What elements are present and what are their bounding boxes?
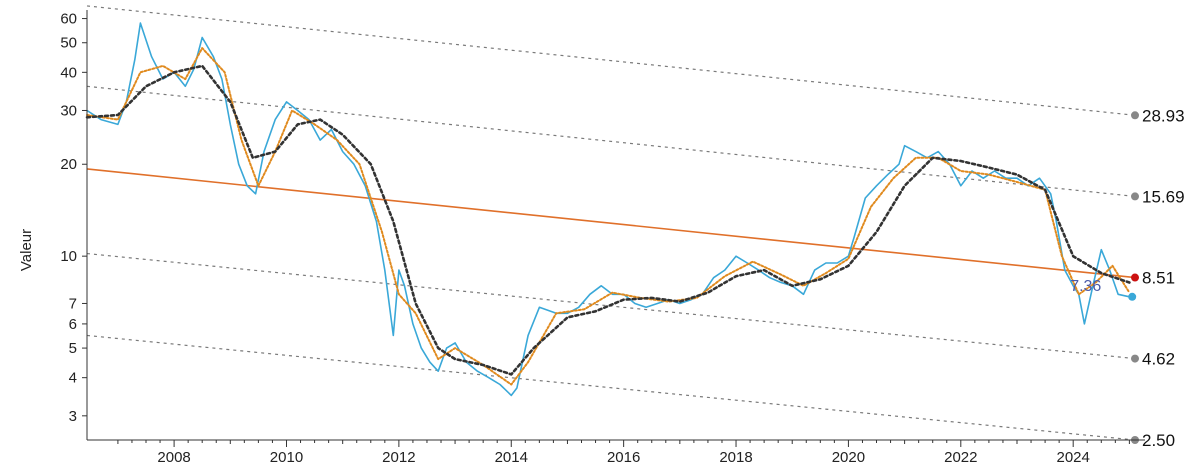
x-tick-label-0: 2008 (157, 449, 190, 466)
channel-marker-3 (1131, 354, 1139, 363)
channel-line-2 (86, 168, 1136, 279)
channel-label-0: 28.93 (1142, 106, 1185, 125)
x-tick-label-6: 2020 (832, 449, 865, 466)
series-line-1 (86, 47, 1131, 386)
x-tick-label-4: 2016 (607, 449, 640, 466)
y-tick-label-3: 6 (69, 316, 77, 333)
y-tick-label-2: 5 (69, 340, 77, 357)
x-tick-label-8: 2024 (1057, 449, 1090, 466)
x-tick-label-2: 2012 (382, 449, 415, 466)
channel-label-3: 4.62 (1142, 350, 1175, 369)
channel-line-0 (86, 5, 1136, 116)
channel-markers: 28.93 15.69 8.51 4.62 2.50 (1128, 106, 1185, 450)
trend-channel (86, 5, 1136, 441)
x-tick-label-3: 2014 (495, 449, 528, 466)
y-tick-label-7: 30 (60, 102, 77, 119)
y-tick-label-9: 50 (60, 35, 77, 52)
y-tick-label-4: 7 (69, 295, 77, 312)
last-value-label: 7.36 (1070, 278, 1101, 295)
x-tick-label-1: 2010 (270, 449, 303, 466)
channel-label-2: 8.51 (1142, 269, 1175, 288)
y-axis-title: Valeur (18, 229, 35, 271)
channel-line-1 (86, 85, 1136, 198)
series-group (85, 22, 1131, 397)
channel-marker-0 (1131, 111, 1139, 120)
channel-label-1: 15.69 (1142, 187, 1185, 206)
x-tick-label-7: 2022 (944, 449, 977, 466)
y-tick-label-1: 4 (69, 370, 77, 387)
series-line-0 (86, 22, 1131, 397)
channel-marker-1 (1131, 192, 1139, 201)
channel-marker-2 (1131, 273, 1139, 282)
y-tick-label-8: 40 (60, 64, 77, 81)
y-tick-label-5: 10 (60, 248, 77, 265)
y-tick-label-6: 20 (60, 156, 77, 173)
last-value-marker (1128, 292, 1137, 301)
series-line-2 (85, 64, 1131, 376)
channel-label-4: 2.50 (1142, 431, 1175, 450)
y-tick-label-10: 60 (60, 11, 77, 28)
y-tick-label-0: 3 (69, 408, 77, 425)
x-tick-label-5: 2018 (719, 449, 752, 466)
channel-line-4 (86, 334, 1136, 441)
axes: 3 4 5 6 7 10 20 30 40 50 60 2008 2010 2012 2014 2016 201… (60, 10, 1145, 466)
